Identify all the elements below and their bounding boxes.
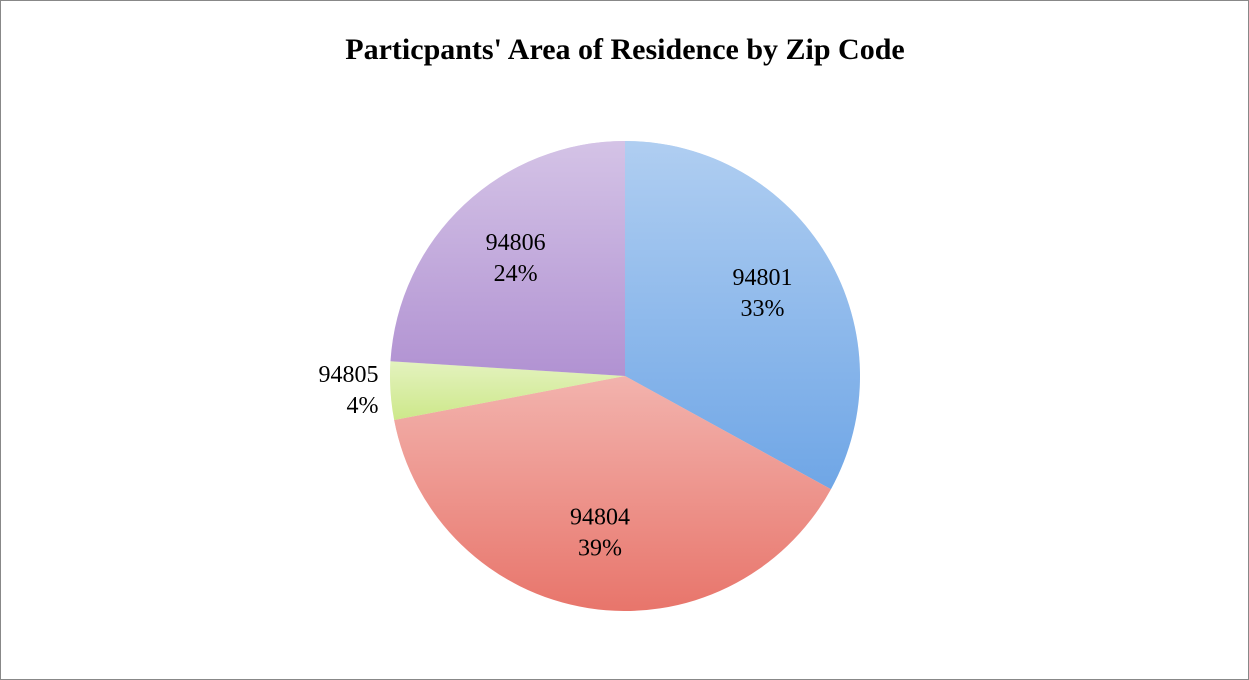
slice-label: 94804 <box>570 504 630 530</box>
slice-label: 94805 <box>318 362 378 388</box>
chart-title: Particpants' Area of Residence by Zip Co… <box>345 33 904 66</box>
slice-label: 94806 <box>486 230 546 256</box>
slice-shine <box>390 141 625 376</box>
slice-label: 94801 <box>733 265 793 291</box>
slice-shine <box>394 376 831 611</box>
slice-value-label: 39% <box>578 535 622 561</box>
slice-value-label: 33% <box>741 296 785 322</box>
slice-value-label: 4% <box>346 393 378 419</box>
slice-shine <box>625 141 860 490</box>
slice-shine <box>390 361 625 421</box>
slice-value-label: 24% <box>494 261 538 287</box>
